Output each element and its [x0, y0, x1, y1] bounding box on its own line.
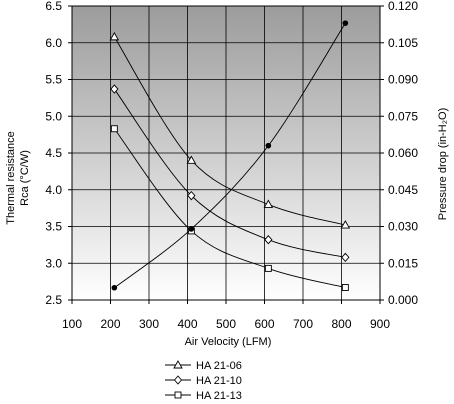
legend-label: HA 21-13 [196, 390, 242, 402]
x-tick-label: 600 [254, 317, 274, 331]
y-right-tick-label: 0.030 [388, 220, 418, 234]
y-right-tick-label: 0.045 [388, 183, 418, 197]
series-4 [111, 20, 349, 291]
x-tick-label: 700 [293, 317, 313, 331]
legend-item: HA 21-13 [165, 390, 242, 402]
legend-item: HA 21-06 [165, 360, 242, 372]
x-tick-label: 900 [370, 317, 390, 331]
x-tick-label: 400 [177, 317, 197, 331]
ticks: 100 200 300 400 500 600 700 800 900 2.5 3.0 3.5 4.0 4… [45, 0, 418, 331]
y-right-tick-label: 0.075 [388, 109, 418, 123]
data-point [340, 220, 351, 229]
legend: HA 21-06 HA 21-10 HA 21-13 [165, 360, 242, 402]
series-line [114, 22, 346, 289]
data-point [109, 31, 120, 41]
y-left-tick-label: 5.0 [45, 109, 62, 123]
data-point [186, 155, 197, 164]
y-left-tick-label: 4.0 [45, 183, 62, 197]
y-left-tick-label: 6.0 [45, 36, 62, 50]
y-right-tick-label: 0.000 [388, 293, 418, 307]
data-point [110, 84, 119, 94]
legend-marker [173, 360, 183, 369]
data-point [263, 199, 274, 208]
data-point [264, 264, 272, 272]
x-tick-label: 200 [100, 317, 120, 331]
y-axis-left-label-line2: Rca (°C/W) [19, 150, 31, 206]
x-tick-label: 500 [216, 317, 236, 331]
y-left-tick-label: 2.5 [45, 293, 62, 307]
series-line [113, 36, 346, 226]
series-line [113, 128, 346, 288]
data-point [110, 125, 118, 133]
x-axis-label: Air Velocity (LFM) [185, 336, 272, 348]
y-left-tick-label: 3.0 [45, 256, 62, 270]
y-left-tick-label: 3.5 [45, 220, 62, 234]
data-point [342, 20, 349, 26]
data-point [187, 190, 196, 201]
series-2 [110, 84, 350, 263]
y-left-tick-label: 4.5 [45, 146, 62, 160]
data-point [264, 235, 273, 245]
legend-marker [173, 375, 183, 385]
y-right-tick-label: 0.120 [388, 0, 418, 13]
series-line [113, 88, 346, 258]
grid [72, 6, 380, 300]
x-tick-label: 800 [331, 317, 351, 331]
y-right-tick-label: 0.105 [388, 36, 418, 50]
y-right-tick-label: 0.090 [388, 73, 418, 87]
data-point [341, 284, 349, 291]
data-point [341, 252, 350, 263]
y-right-tick-label: 0.060 [388, 146, 418, 160]
legend-item: HA 21-10 [165, 375, 242, 387]
x-tick-label: 300 [139, 317, 159, 331]
y-left-tick-label: 6.5 [45, 0, 62, 13]
data-point [265, 142, 272, 149]
data-point [188, 226, 195, 232]
x-tick-label: 100 [62, 317, 82, 331]
legend-label: HA 21-06 [196, 360, 242, 372]
y-right-tick-label: 0.015 [388, 256, 418, 270]
legend-label: HA 21-10 [196, 375, 242, 387]
series [109, 20, 351, 291]
y-axis-left-label-line1: Thermal resistance [5, 131, 17, 225]
series-1 [109, 31, 351, 229]
legend-marker [174, 391, 182, 399]
y-axis-right-label: Pressure drop (in-H₂O) [437, 108, 449, 220]
y-left-tick-label: 5.5 [45, 73, 62, 87]
data-point [111, 284, 118, 291]
